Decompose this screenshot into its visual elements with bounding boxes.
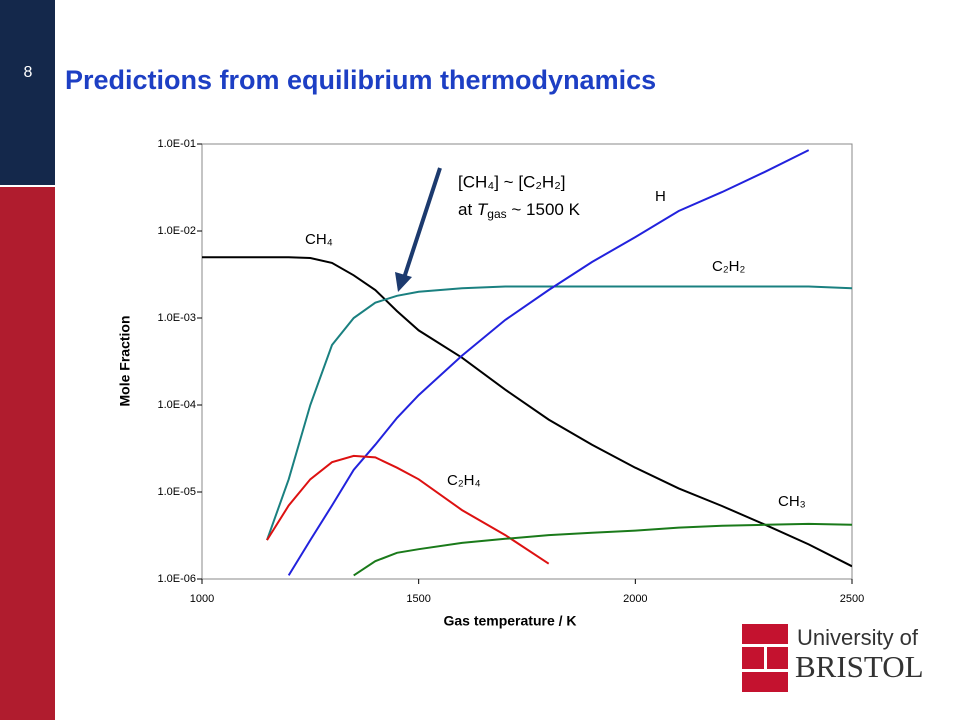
y-tick-label: 1.0E-02 [157,225,196,237]
y-tick-label: 1.0E-06 [157,573,196,585]
annotation-part: gas [487,207,506,221]
y-tick-label: 1.0E-01 [157,138,196,150]
annotation-part: ~ 1500 K [507,200,581,219]
y-tick-label: 1.0E-04 [157,399,196,411]
page-number: 8 [24,64,33,81]
series-line [266,454,550,565]
y-tick-label: 1.0E-03 [157,312,196,324]
series-label: H [655,188,666,205]
x-tick-label: 1500 [406,593,430,605]
logo-crest [742,672,788,692]
series-line [353,522,852,577]
y-tick-label: 1.0E-05 [157,486,196,498]
x-axis-title: Gas temperature / K [443,613,576,629]
x-tick-label: 1000 [190,593,214,605]
series-label: C₂H₂ [712,258,745,275]
annotation-line2: at Tgas ~ 1500 K [458,200,581,221]
logo-line2: BRISTOL [795,649,924,684]
x-tick-label: 2500 [840,593,864,605]
logo-crest [742,647,764,669]
series-label: CH₃ [778,493,806,510]
slide-title: Predictions from equilibrium thermodynam… [65,65,656,95]
logo: University of BRISTOL [742,624,924,692]
sidebar-top [0,0,55,185]
annotation-line1: [CH₄] ~ [C₂H₂] [458,172,566,191]
logo-crest [742,624,788,644]
arrow-shaft [402,167,442,279]
plot-frame [201,143,853,580]
annotation-part: T [477,200,489,219]
x-tick-label: 2000 [623,593,647,605]
y-axis-title: Mole Fraction [117,315,133,406]
series-label: CH₄ [305,231,333,248]
logo-line1: University of [797,625,919,650]
series-label: C₂H₄ [447,472,481,489]
series-line [266,285,852,541]
sidebar-bottom [0,187,55,720]
series-line [202,256,852,568]
plot-lines [202,149,852,577]
logo-crest [767,647,788,669]
annotation-part: at [458,200,477,219]
arrow-head [395,272,412,292]
series-line [287,149,810,576]
